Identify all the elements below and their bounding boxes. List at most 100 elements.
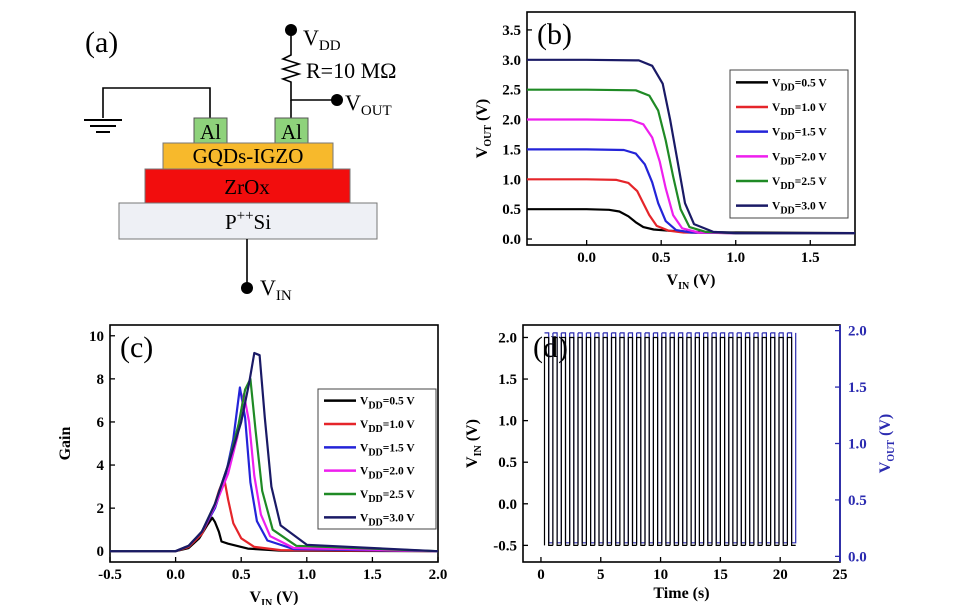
y-tick-label-d: 2.0 xyxy=(498,330,517,346)
legend-label-c-2: VDD=1.5 V xyxy=(360,442,415,458)
x-tick-label-c: 0.0 xyxy=(166,567,185,583)
panel-a-label: (a) xyxy=(85,26,118,59)
y-tick-label-d: 0.0 xyxy=(498,497,517,513)
y-axis-label-c: Gain xyxy=(57,427,74,461)
resistor-label: R=10 MΩ xyxy=(306,58,397,83)
legend-c: VDD=0.5 V VDD=1.0 V VDD=1.5 V VDD=2.0 V VDD=… xyxy=(317,388,437,530)
y-tick-label-c: 10 xyxy=(89,329,104,345)
y-tick-label-c: 4 xyxy=(97,458,105,474)
vin-node-icon xyxy=(241,282,253,294)
y-tick-label-c: 6 xyxy=(97,415,105,431)
chart-panel-d: 0 5 10 15 20 25 -0.5 0.0 0.5 1.0 1.5 2.0 (d) 0.0 0.5 1.… xyxy=(464,324,897,602)
drain-electrode-label: Al xyxy=(281,120,302,144)
y2-tick-label-d: 1.0 xyxy=(848,437,867,453)
x-tick-label-c: 1.5 xyxy=(363,567,382,583)
chart-panel-b: 0.0 0.5 1.0 1.5 0.0 0.5 1.0 1.5 2.0 2.5 3.0 3.5 (b) V… xyxy=(474,11,856,292)
y-tick-label-d: 1.0 xyxy=(498,414,517,430)
y2-axis-label-d: VOUT (V) xyxy=(877,414,897,473)
y-axis-label-d: VIN (V) xyxy=(464,419,484,468)
legend-label-c-5: VDD=3.0 V xyxy=(360,512,415,528)
plot-frame-d xyxy=(522,324,841,563)
y2-tick-label-d: 0.0 xyxy=(848,549,867,565)
schematic-panel: (a) VDD R=10 MΩ VOUT Al Al GQDs-IGZO ZrO… xyxy=(84,24,397,304)
x-tick-label-c: 2.0 xyxy=(429,567,448,583)
legend-label-b-3: VDD=2.0 V xyxy=(772,151,827,167)
legend-label-b-1: VDD=1.0 V xyxy=(772,102,827,118)
x-tick-label-d: 15 xyxy=(713,567,728,583)
source-electrode-label: Al xyxy=(200,120,221,144)
series-line-b-4 xyxy=(527,88,855,235)
legend-label-b-2: VDD=1.5 V xyxy=(772,127,827,143)
y-tick-label-b: 2.0 xyxy=(502,113,521,129)
dielectric-layer xyxy=(144,168,351,204)
y-tick-label-b: 2.5 xyxy=(502,83,521,99)
y-tick-label-b: 1.5 xyxy=(502,142,521,158)
ground-symbol-icon xyxy=(84,119,122,133)
x-tick-label-d: 20 xyxy=(773,567,788,583)
substrate-layer-label: P++Si xyxy=(225,208,271,234)
x-tick-label-d: 25 xyxy=(833,567,848,583)
y-tick-label-b: 0.5 xyxy=(502,202,521,218)
legend-label-b-4: VDD=2.5 V xyxy=(772,176,827,192)
y2-tick-label-d: 0.5 xyxy=(848,493,867,509)
x-axis-label-d: Time (s) xyxy=(653,585,709,602)
vdd-label: VDD xyxy=(303,25,341,54)
legend-label-b-0: VDD=0.5 V xyxy=(772,77,827,93)
ground-wire xyxy=(102,87,211,118)
channel-layer-label: GQDs-IGZO xyxy=(193,144,304,168)
y-tick-label-d: -0.5 xyxy=(493,538,517,554)
x-tick-label-d: 10 xyxy=(653,567,668,583)
vin-terminal: VIN xyxy=(241,275,292,304)
series-vin-d xyxy=(543,336,796,546)
x-tick-label-c: 0.5 xyxy=(232,567,251,583)
x-tick-label-b: 0.5 xyxy=(652,250,671,266)
plot-frame-b xyxy=(526,11,856,246)
chart-panel-c: -0.5 0.0 0.5 1.0 1.5 2.0 0 2 4 6 8 10 (c) VIN (V) Gain… xyxy=(57,324,448,605)
panel-b-label: (b) xyxy=(537,18,572,51)
y-tick-label-b: 3.5 xyxy=(502,23,521,39)
resistor-icon xyxy=(280,30,335,101)
substrate-layer xyxy=(118,202,378,240)
panel-d-label: (d) xyxy=(533,331,568,364)
legend-label-b-5: VDD=3.0 V xyxy=(772,201,827,217)
source-electrode xyxy=(193,117,228,144)
x-tick-label-c: 1.0 xyxy=(297,567,316,583)
y-tick-label-b: 1.0 xyxy=(502,172,521,188)
x-tick-label-c: -0.5 xyxy=(98,567,122,583)
legend-box-b xyxy=(729,69,849,219)
y2-tick-label-d: 1.5 xyxy=(848,380,867,396)
x-tick-label-b: 0.0 xyxy=(577,250,596,266)
x-tick-label-b: 1.5 xyxy=(801,250,820,266)
y2-tick-label-d: 2.0 xyxy=(848,324,867,340)
y-tick-label-b: 0.0 xyxy=(502,232,521,248)
vout-node-icon xyxy=(331,94,343,106)
legend-label-c-0: VDD=0.5 V xyxy=(360,396,415,412)
y-tick-label-c: 2 xyxy=(97,501,105,517)
y-axis-label-b: VOUT (V) xyxy=(474,99,494,158)
vout-terminal: VOUT xyxy=(331,90,392,119)
y-tick-label-d: 0.5 xyxy=(498,455,517,471)
y-tick-label-d: 1.5 xyxy=(498,372,517,388)
x-tick-label-b: 1.0 xyxy=(726,250,745,266)
y-tick-label-c: 8 xyxy=(97,372,105,388)
series-line-c-5 xyxy=(110,351,438,553)
legend-box-c xyxy=(317,388,437,530)
x-axis-label-c: VIN (V) xyxy=(250,589,299,605)
drain-electrode xyxy=(274,117,309,144)
x-tick-label-d: 0 xyxy=(537,567,545,583)
dielectric-layer-label: ZrOx xyxy=(224,175,270,199)
panel-c-label: (c) xyxy=(120,331,153,364)
y-tick-label-b: 3.0 xyxy=(502,53,521,69)
x-axis-label-b: VIN (V) xyxy=(667,272,716,292)
legend-label-c-4: VDD=2.5 V xyxy=(360,489,415,505)
x-tick-label-d: 5 xyxy=(597,567,605,583)
y-tick-label-c: 0 xyxy=(97,544,105,560)
vout-label: VOUT xyxy=(345,90,392,119)
legend-b: VDD=0.5 V VDD=1.0 V VDD=1.5 V VDD=2.0 V VDD=… xyxy=(729,69,849,219)
vin-label: VIN xyxy=(260,275,292,304)
legend-label-c-1: VDD=1.0 V xyxy=(360,419,415,435)
plot-frame-c xyxy=(109,324,439,563)
series-line-b-5 xyxy=(527,58,855,235)
vdd-terminal: VDD xyxy=(285,24,341,54)
